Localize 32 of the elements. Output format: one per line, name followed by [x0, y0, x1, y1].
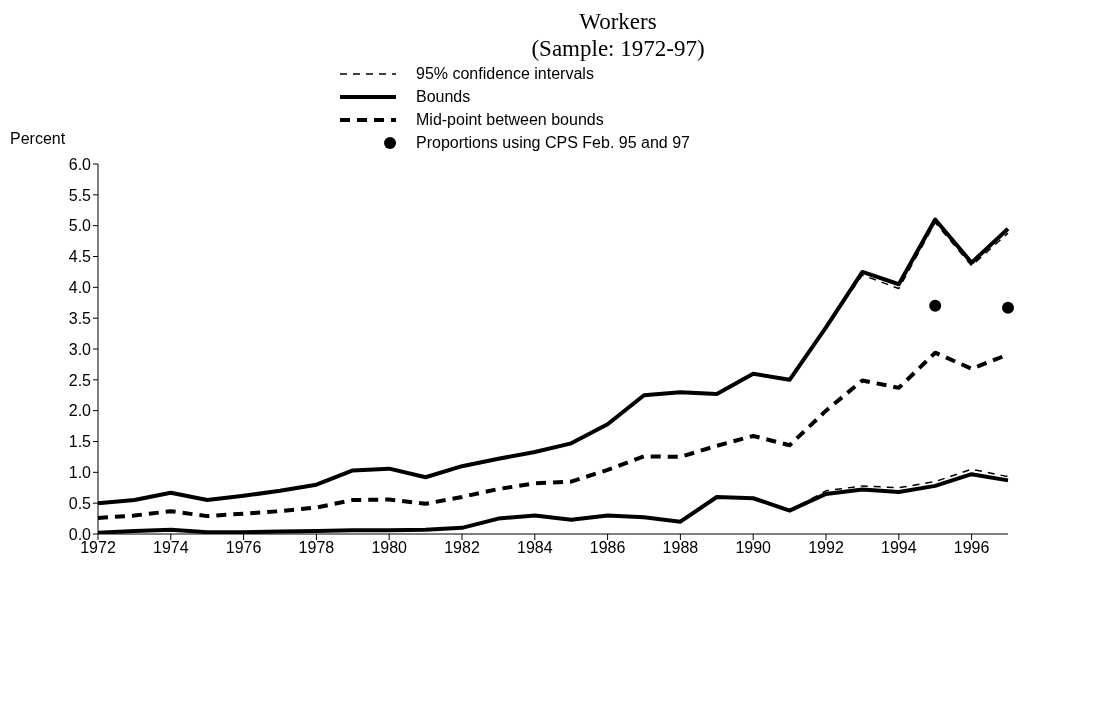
x-tick-label: 1990: [735, 539, 772, 557]
legend-label: 95% confidence intervals: [416, 64, 594, 83]
legend-label: Bounds: [416, 87, 471, 106]
y-axis-title: Percent: [10, 130, 66, 148]
x-tick-label: 1986: [589, 539, 626, 557]
x-tick-label: 1974: [153, 539, 189, 557]
y-tick-label: 2.5: [68, 371, 92, 389]
x-tick-label: 1978: [298, 539, 335, 557]
x-tick-label: 1972: [80, 539, 116, 557]
chart-subtitle: (Sample: 1972-97): [530, 35, 706, 62]
y-tick-label: 3.5: [68, 309, 92, 327]
chart-title: Workers: [578, 8, 658, 35]
y-tick-label: 4.0: [68, 279, 92, 297]
y-tick-label: 3.0: [68, 340, 92, 358]
y-tick-label: 0.5: [68, 494, 92, 512]
x-tick-label: 1984: [517, 539, 553, 557]
y-tick-label: 5.5: [68, 186, 92, 204]
legend-label: Mid-point between bounds: [416, 110, 604, 129]
y-tick-label: 1.0: [68, 464, 92, 482]
x-tick-label: 1976: [225, 539, 262, 557]
y-tick-label: 2.0: [68, 402, 92, 420]
x-tick-label: 1994: [881, 539, 917, 557]
x-tick-label: 1992: [808, 539, 844, 557]
y-tick-label: 6.0: [68, 155, 92, 173]
x-tick-label: 1980: [371, 539, 408, 557]
y-tick-label: 1.5: [68, 433, 92, 451]
x-tick-label: 1996: [953, 539, 990, 557]
y-tick-label: 4.5: [68, 248, 92, 266]
x-tick-label: 1982: [444, 539, 480, 557]
x-tick-label: 1988: [662, 539, 699, 557]
y-tick-label: 5.0: [68, 217, 92, 235]
legend-label: Proportions using CPS Feb. 95 and 97: [416, 133, 690, 152]
